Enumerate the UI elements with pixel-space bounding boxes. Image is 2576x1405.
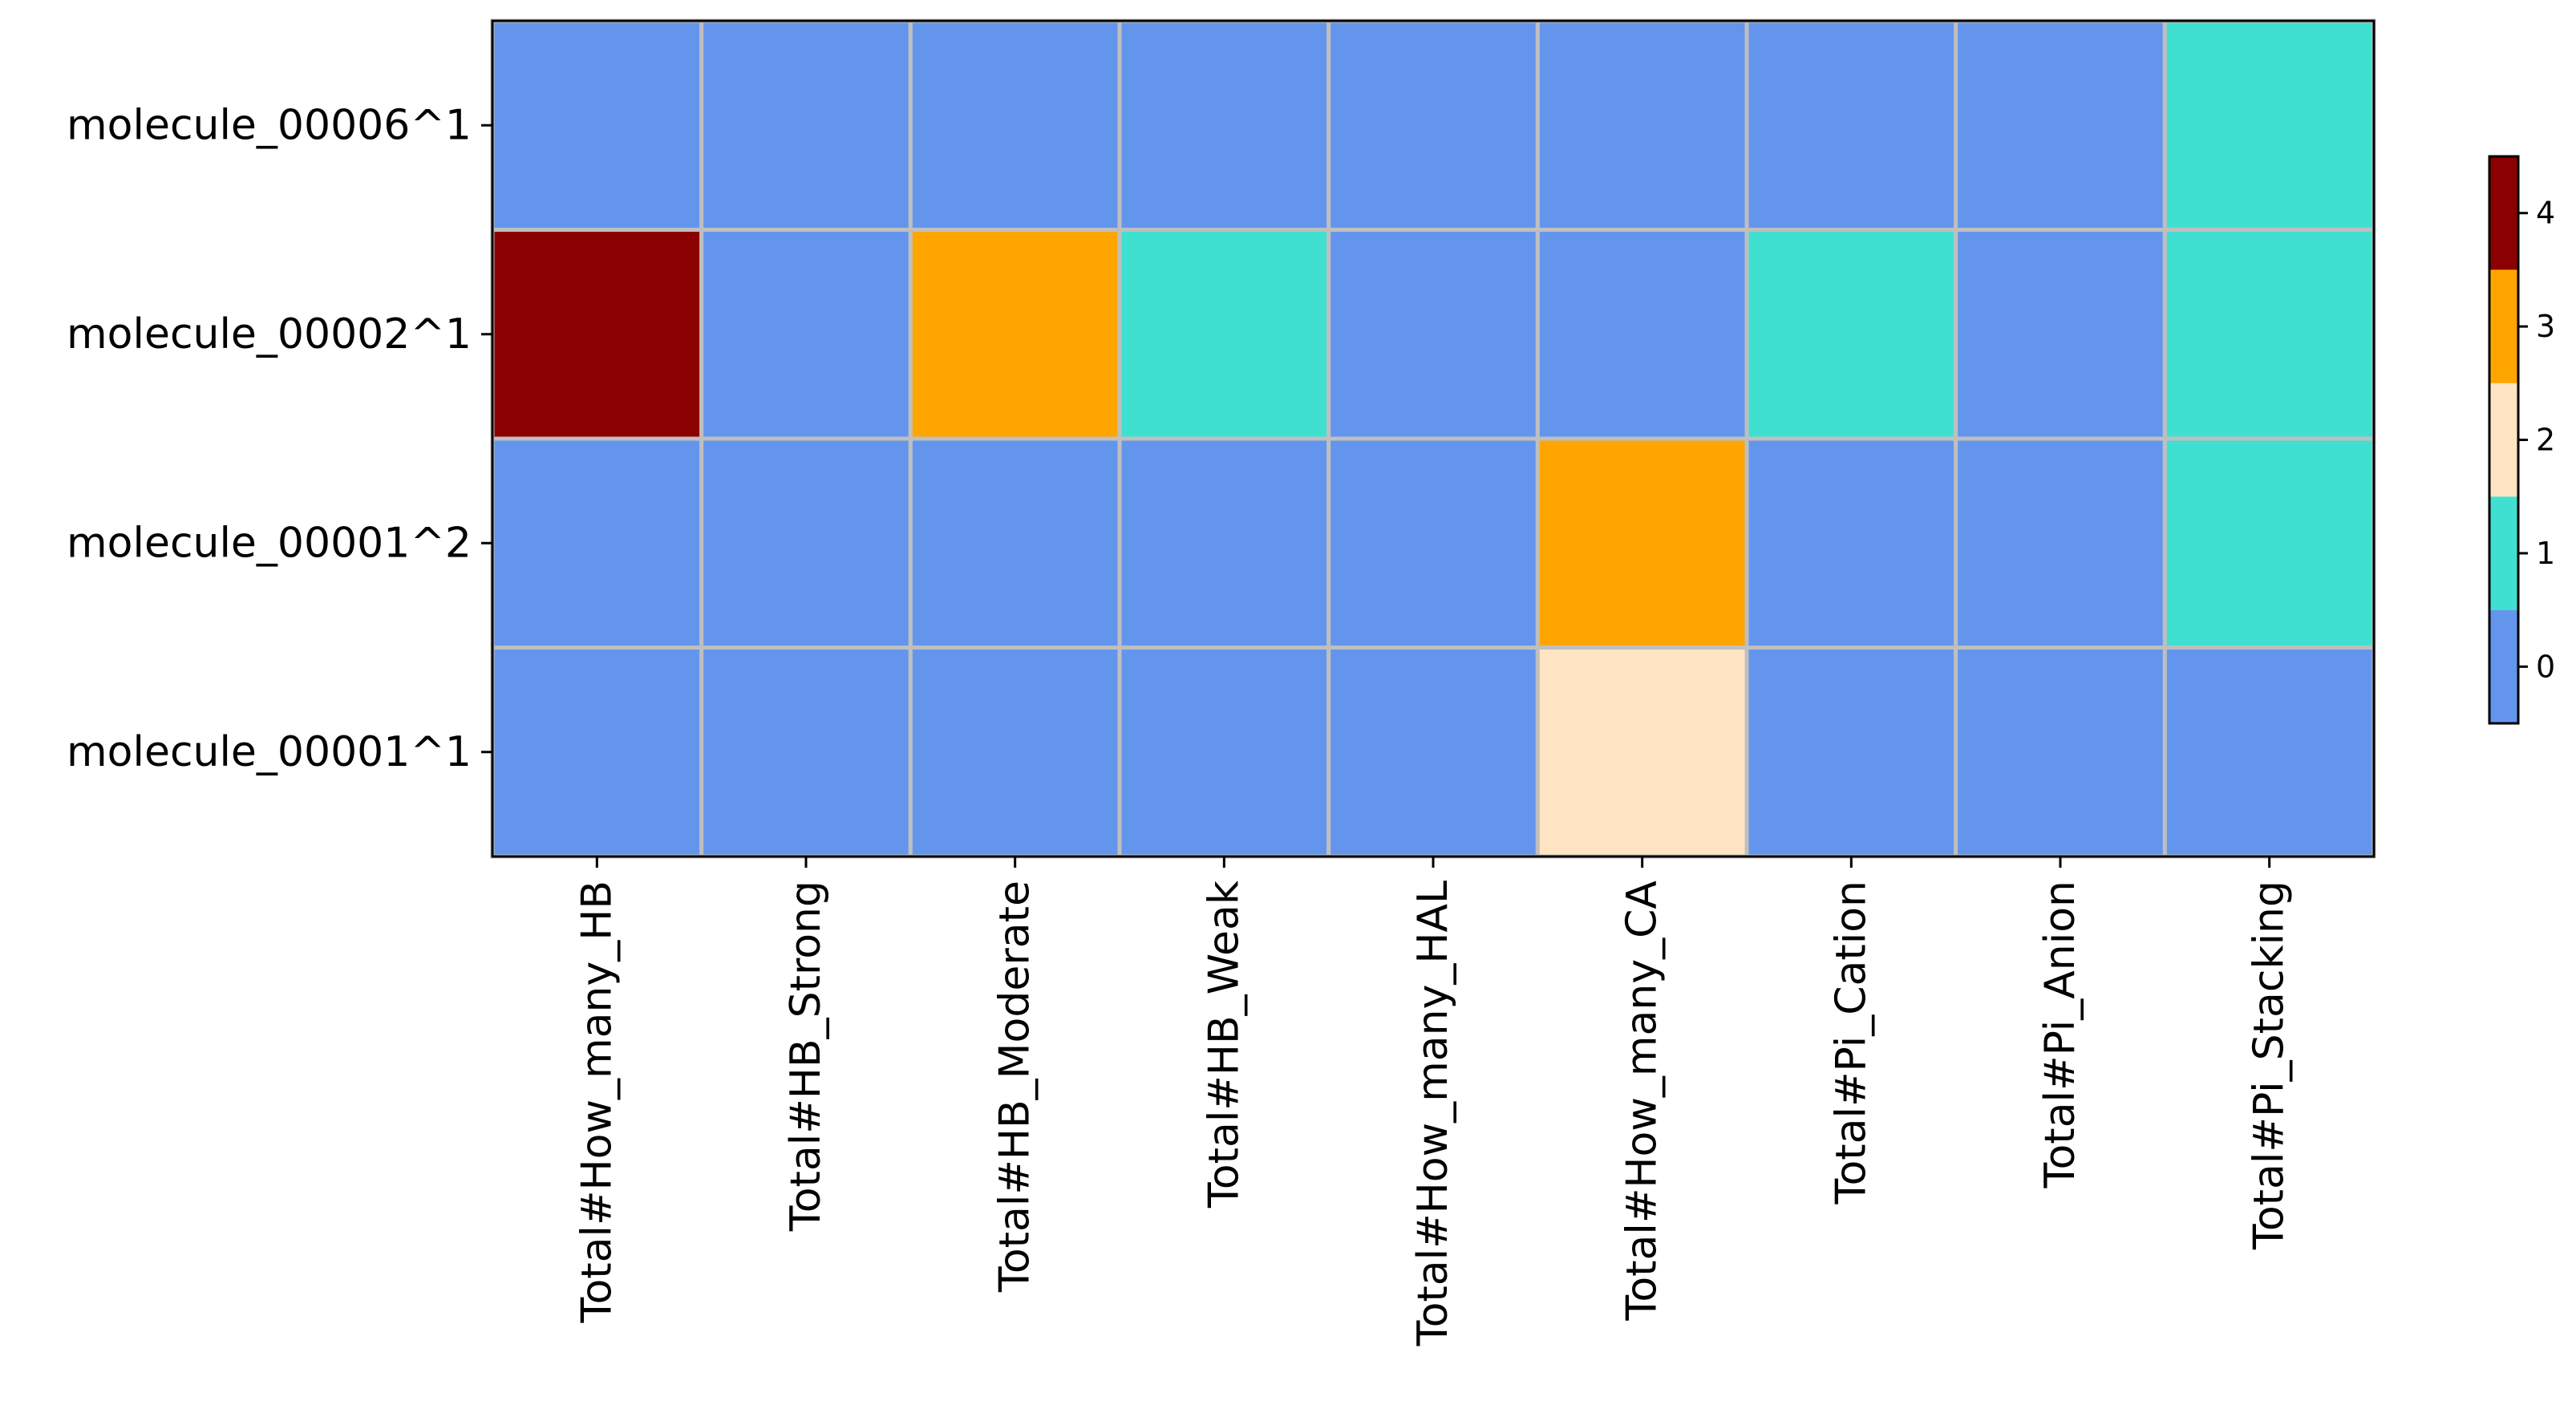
column-label: Total#How_many_CA bbox=[1618, 881, 1667, 1322]
row-label: molecule_00006^1 bbox=[67, 101, 472, 149]
heatmap-cell bbox=[1954, 646, 2167, 859]
heatmap-cell bbox=[1326, 228, 1540, 441]
heatmap-cell bbox=[2162, 228, 2376, 441]
heatmap-cell bbox=[699, 18, 913, 232]
heatmap-cell bbox=[908, 18, 1122, 232]
column-labels: Total#How_many_HB Total#HB_Strong Total#HB… bbox=[573, 856, 2294, 1346]
heatmap-cell bbox=[1535, 436, 1749, 650]
heatmap-cell bbox=[1326, 18, 1540, 232]
colorbar-tick-label: 3 bbox=[2536, 309, 2555, 344]
heatmap-cell bbox=[1954, 228, 2167, 441]
heatmap-cell bbox=[1326, 436, 1540, 650]
column-label: Total#HB_Strong bbox=[782, 881, 830, 1232]
column-label: Total#HB_Moderate bbox=[991, 881, 1039, 1293]
column-label: Total#Pi_Stacking bbox=[2246, 881, 2294, 1250]
heatmap-cell bbox=[2162, 18, 2376, 232]
heatmap-cell bbox=[1535, 18, 1749, 232]
row-label: molecule_00001^1 bbox=[67, 728, 472, 776]
heatmap-cell bbox=[2162, 436, 2376, 650]
colorbar: 0 1 2 3 4 bbox=[2488, 155, 2555, 725]
heatmap-cell bbox=[1954, 436, 2167, 650]
colorbar-segment bbox=[2489, 156, 2518, 270]
heatmap-cell bbox=[699, 646, 913, 859]
column-label: Total#HB_Weak bbox=[1200, 881, 1248, 1209]
colorbar-segment bbox=[2489, 496, 2518, 610]
heatmap-cell bbox=[1117, 228, 1331, 441]
heatmap-cell bbox=[1744, 646, 1958, 859]
colorbar-segment bbox=[2489, 383, 2518, 497]
heatmap-cell bbox=[908, 646, 1122, 859]
heatmap-cell bbox=[699, 228, 913, 441]
heatmap-cell bbox=[490, 436, 704, 650]
heatmap-cell bbox=[490, 18, 704, 232]
heatmap-cell bbox=[908, 228, 1122, 441]
colorbar-segment bbox=[2489, 269, 2518, 383]
heatmap-cell bbox=[1117, 18, 1331, 232]
colorbar-tick-label: 0 bbox=[2536, 649, 2555, 684]
colorbar-tick-label: 1 bbox=[2536, 536, 2555, 571]
colorbar-tick-label: 2 bbox=[2536, 423, 2555, 458]
heatmap-cell bbox=[1954, 18, 2167, 232]
column-label: Total#Pi_Cation bbox=[1827, 881, 1875, 1205]
heatmap-cell bbox=[1744, 436, 1958, 650]
heatmap-cell bbox=[699, 436, 913, 650]
heatmap-cell bbox=[490, 228, 704, 441]
heatmap-cell bbox=[1117, 436, 1331, 650]
row-labels: molecule_00006^1 molecule_00002^1 molecule… bbox=[67, 101, 492, 776]
colorbar-segment bbox=[2489, 609, 2518, 723]
row-label: molecule_00002^1 bbox=[67, 310, 472, 358]
heatmap-cell bbox=[1117, 646, 1331, 859]
row-label: molecule_00001^2 bbox=[67, 519, 472, 567]
column-label: Total#How_many_HB bbox=[573, 881, 621, 1323]
heatmap-cell bbox=[1535, 646, 1749, 859]
heatmap-cell bbox=[908, 436, 1122, 650]
column-label: Total#How_many_HAL bbox=[1409, 881, 1457, 1346]
heatmap-cell bbox=[1535, 228, 1749, 441]
heatmap-cells bbox=[490, 18, 2376, 859]
heatmap-cell bbox=[1744, 18, 1958, 232]
heatmap-cell bbox=[1326, 646, 1540, 859]
colorbar-tick-label: 4 bbox=[2536, 196, 2555, 231]
column-label: Total#Pi_Anion bbox=[2036, 881, 2084, 1188]
heatmap-cell bbox=[1744, 228, 1958, 441]
heatmap-cell bbox=[2162, 646, 2376, 859]
heatmap-cell bbox=[490, 646, 704, 859]
